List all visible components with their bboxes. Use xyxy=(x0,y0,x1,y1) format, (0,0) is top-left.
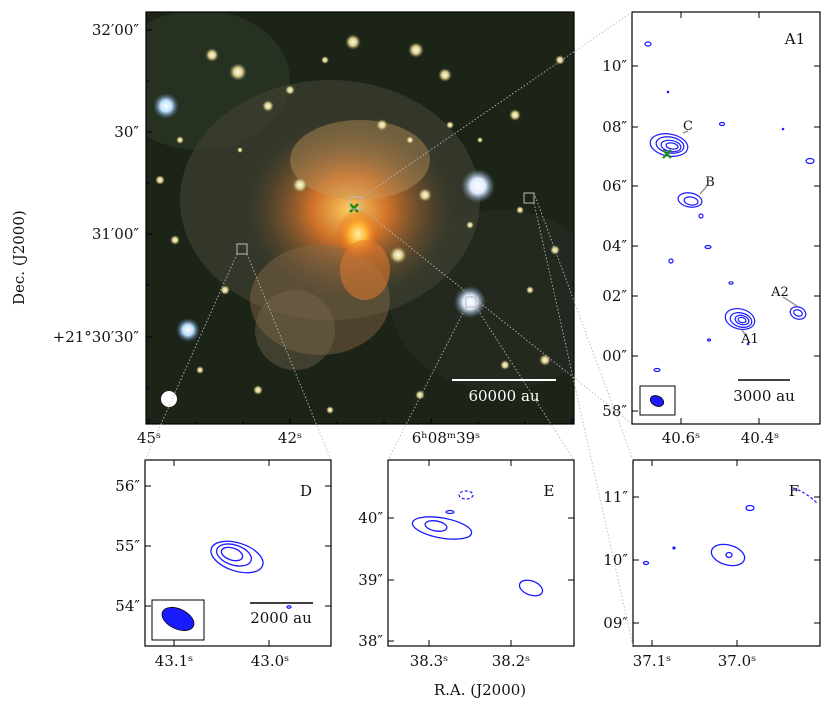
panel-f-dec-tick: 09″ xyxy=(603,614,628,632)
scalebar-a1-label: 3000 au xyxy=(733,387,795,405)
panel-a1-dec-tick: 06″ xyxy=(602,177,627,195)
panel-a1: A1 xyxy=(602,11,821,447)
scalebar-d-label: 2000 au xyxy=(250,609,312,627)
panel-f: F 11″ 10″ 09″ 37.1ˢ 37.0ˢ xyxy=(603,459,821,670)
source-label-b: B xyxy=(705,175,715,190)
zoom-box-d xyxy=(236,243,248,255)
panel-d: D 2000 au 56″ 55″ 54″ 43.1ˢ 43.0ˢ xyxy=(115,459,332,670)
panel-a1-title: A1 xyxy=(784,30,805,48)
source-label-c: C xyxy=(683,119,693,134)
panel-e-contours xyxy=(411,509,544,597)
panel-a1-dec-tick: 58″ xyxy=(602,402,627,420)
ra-axis-title: R.A. (J2000) xyxy=(434,681,526,699)
main-ra-tick: 6ʰ08ᵐ39ˢ xyxy=(412,429,480,447)
panel-f-ra-tick: 37.1ˢ xyxy=(633,652,671,670)
beam-ellipse-a1 xyxy=(649,395,665,407)
main-ra-tick: 42ˢ xyxy=(278,429,302,447)
panel-d-ra-tick: 43.0ˢ xyxy=(251,652,289,670)
main-ra-tick: 45ˢ xyxy=(137,429,161,447)
panel-d-ticks xyxy=(145,460,331,646)
panel-a1-dec-tick: 04″ xyxy=(602,237,627,255)
panel-a1-dec-tick: 00″ xyxy=(602,347,627,365)
panel-a1-dec-tick: 02″ xyxy=(602,287,627,305)
panel-a1-contours xyxy=(644,41,815,373)
panel-f-dec-tick: 10″ xyxy=(603,551,628,569)
panel-e-negative-contour xyxy=(458,490,474,500)
scalebar-main-label: 60000 au xyxy=(468,387,539,405)
main-ticks xyxy=(146,29,573,424)
zoom-box-e xyxy=(465,296,477,308)
panel-e-ra-tick: 38.3ˢ xyxy=(410,652,448,670)
panel-d-dec-tick: 55″ xyxy=(115,537,140,555)
nebula-layer xyxy=(146,12,574,414)
panel-f-title: F xyxy=(789,482,799,500)
panel-a1-ra-tick: 40.4ˢ xyxy=(741,429,779,447)
panel-f-dec-tick: 11″ xyxy=(603,488,628,506)
main-dec-tick: 32′00″ xyxy=(92,21,140,39)
panel-f-negative-contour xyxy=(792,487,819,505)
panel-d-contours xyxy=(210,540,292,609)
dec-axis-title: Dec. (J2000) xyxy=(10,210,28,305)
panel-e-title: E xyxy=(544,482,555,500)
bright-star xyxy=(176,318,200,342)
zoom-box-f xyxy=(523,192,535,204)
panel-d-dec-tick: 56″ xyxy=(115,477,140,495)
beam-ellipse-d xyxy=(161,607,195,631)
marker-cross-main xyxy=(349,203,359,213)
panel-e-frame xyxy=(387,459,575,647)
panel-d-title: D xyxy=(300,482,312,500)
panel-a1-dec-tick: 10″ xyxy=(602,57,627,75)
panel-f-ra-tick: 37.0ˢ xyxy=(718,652,756,670)
panel-f-contours xyxy=(642,504,755,567)
beam-box-d xyxy=(151,599,205,641)
bright-star xyxy=(454,286,486,318)
main-image-panel: 60000 au 32′00″ 30″ 31′00″ +21°30′30″ xyxy=(53,11,575,447)
zoom-box-a1 xyxy=(349,196,363,210)
panel-d-ra-tick: 43.1ˢ xyxy=(155,652,193,670)
panel-f-ticks xyxy=(633,460,820,646)
panel-a1-ra-tick: 40.6ˢ xyxy=(662,429,700,447)
bright-star xyxy=(153,93,179,119)
zoom-connectors xyxy=(144,11,634,647)
main-dec-tick: 30″ xyxy=(114,123,139,141)
beam-ellipse-main xyxy=(161,391,177,407)
panel-e-ticks xyxy=(388,460,574,646)
panel-a1-dec-tick: 08″ xyxy=(602,118,627,136)
panel-a1-specks xyxy=(666,90,785,346)
main-dec-tick: 31′00″ xyxy=(92,225,140,243)
panel-a1-ticks xyxy=(632,12,820,424)
panel-f-speck xyxy=(672,546,676,550)
source-leaders xyxy=(682,130,798,337)
main-frame xyxy=(145,11,575,425)
panel-e-ra-tick: 38.2ˢ xyxy=(492,652,530,670)
marker-cross-a1 xyxy=(662,149,672,159)
source-label-a1: A1 xyxy=(740,332,759,347)
panel-e-dec-tick: 40″ xyxy=(358,509,383,527)
panel-e-dec-tick: 38″ xyxy=(358,632,383,650)
source-label-a2: A2 xyxy=(770,285,789,300)
panel-a1-frame xyxy=(631,11,821,425)
bright-star xyxy=(461,169,495,203)
panel-d-dec-tick: 54″ xyxy=(115,597,140,615)
panel-e: E 40″ 39″ 38″ 38.3ˢ 38.2ˢ xyxy=(358,459,575,670)
panel-e-dec-tick: 39″ xyxy=(358,571,383,589)
main-dec-tick: +21°30′30″ xyxy=(53,328,140,346)
